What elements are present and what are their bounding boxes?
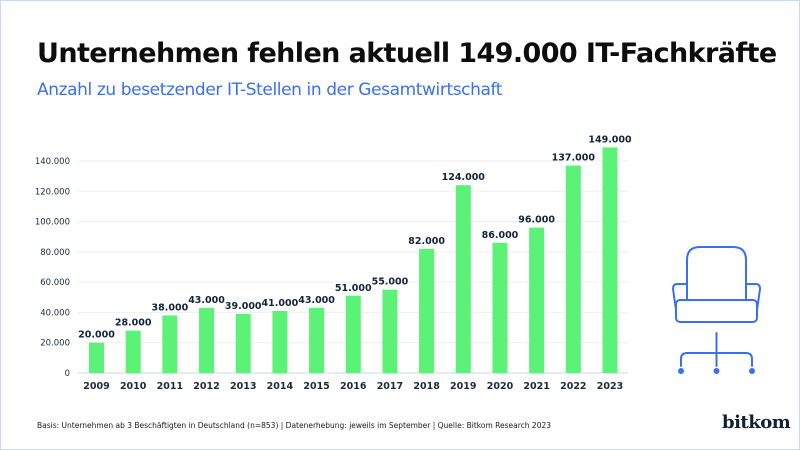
x-tick-label: 2021 (523, 381, 549, 392)
bar (382, 289, 398, 373)
y-tick-label: 60.000 (40, 278, 70, 288)
source-footnote: Basis: Unternehmen ab 3 Beschäftigten in… (37, 421, 552, 430)
x-tick-label: 2010 (120, 381, 147, 392)
data-label: 86.000 (482, 230, 519, 241)
data-label: 96.000 (518, 215, 555, 226)
x-tick-label: 2016 (340, 381, 367, 392)
bar (162, 315, 178, 373)
bar (235, 313, 251, 373)
bar (529, 227, 545, 373)
data-label: 149.000 (588, 134, 632, 145)
bar (309, 307, 325, 373)
data-label: 39.000 (225, 301, 262, 312)
x-tick-label: 2011 (157, 381, 183, 392)
chart-title: Unternehmen fehlen aktuell 149.000 IT-Fa… (37, 38, 777, 69)
bar (492, 242, 508, 373)
data-label: 38.000 (152, 302, 189, 313)
data-label: 28.000 (115, 318, 152, 329)
x-tick-label: 2018 (413, 381, 440, 392)
x-tick-label: 2014 (267, 381, 294, 392)
y-tick-label: 80.000 (40, 248, 70, 258)
x-tick-label: 2009 (83, 381, 109, 392)
data-label: 124.000 (442, 172, 486, 183)
data-label: 41.000 (262, 298, 299, 309)
y-tick-label: 40.000 (40, 308, 70, 318)
bar (345, 295, 361, 373)
bar (125, 330, 141, 373)
data-label: 82.000 (408, 236, 445, 247)
bar (272, 310, 288, 373)
y-tick-label: 140.000 (35, 157, 70, 167)
bar (565, 165, 581, 373)
x-tick-label: 2017 (377, 381, 403, 392)
y-tick-label: 0 (65, 369, 70, 379)
data-label: 43.000 (298, 295, 335, 306)
y-axis-ticks: 0 20.000 40.000 60.000 80.000 100.000 120.000 1… (35, 157, 70, 379)
bitkom-logo: bitkom (722, 412, 791, 433)
x-axis-ticks: 2009 2010 2011 2012 2013 2014 2015 2016 2017 2018… (83, 381, 623, 392)
x-tick-label: 2013 (230, 381, 256, 392)
data-label: 55.000 (372, 277, 409, 288)
y-tick-label: 120.000 (35, 187, 70, 197)
y-tick-label: 20.000 (40, 339, 70, 349)
x-tick-label: 2022 (560, 381, 586, 392)
data-label: 20.000 (78, 330, 115, 341)
data-label: 43.000 (188, 295, 225, 306)
chart-subtitle: Anzahl zu besetzender IT-Stellen in der … (37, 80, 503, 100)
x-tick-label: 2012 (193, 381, 219, 392)
bar (455, 185, 471, 373)
x-tick-label: 2020 (487, 381, 514, 392)
bar (602, 147, 618, 373)
x-tick-label: 2015 (303, 381, 329, 392)
x-tick-label: 2019 (450, 381, 476, 392)
x-tick-label: 2023 (597, 381, 623, 392)
office-chair-icon (672, 246, 761, 374)
bar (199, 307, 215, 373)
y-tick-label: 100.000 (35, 218, 70, 228)
data-label: 51.000 (335, 283, 372, 294)
bar (89, 342, 104, 373)
bar (419, 248, 435, 373)
data-label: 137.000 (552, 153, 596, 164)
bars (89, 147, 618, 373)
